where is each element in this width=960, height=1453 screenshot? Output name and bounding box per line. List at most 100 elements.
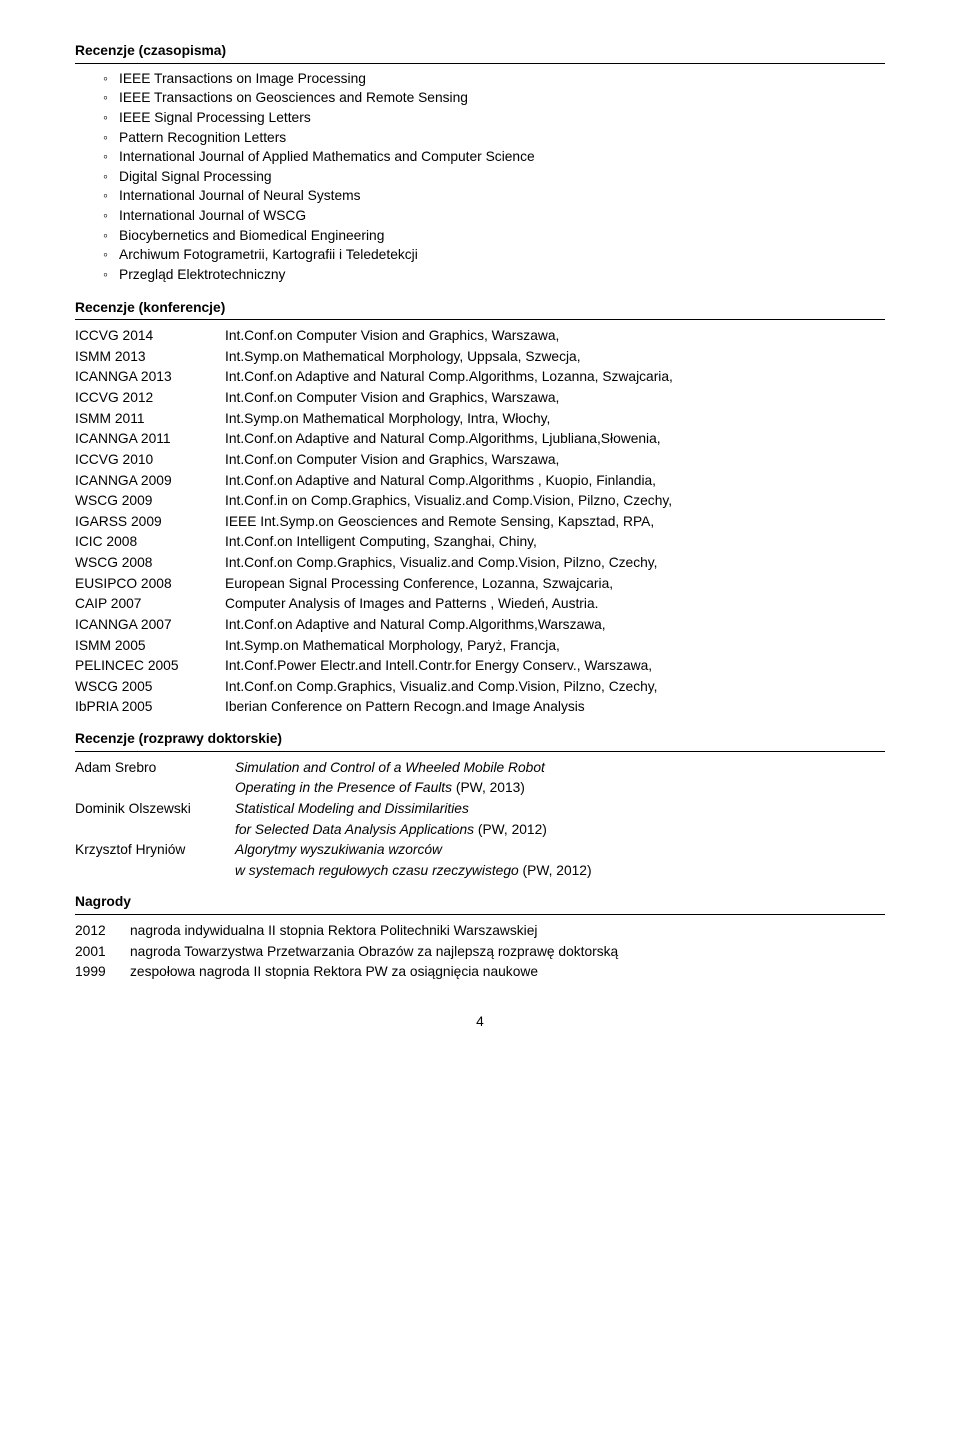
conference-label: ISMM 2005 bbox=[75, 636, 225, 657]
journal-item: IEEE Transactions on Image Processing bbox=[103, 70, 885, 89]
conference-row: WSCG 2008Int.Conf.on Comp.Graphics, Visu… bbox=[75, 553, 885, 574]
conference-label: ICANNGA 2007 bbox=[75, 615, 225, 636]
journal-item: International Journal of Applied Mathema… bbox=[103, 148, 885, 167]
conference-label: ISMM 2013 bbox=[75, 347, 225, 368]
award-text: nagroda indywidualna II stopnia Rektora … bbox=[130, 921, 885, 942]
conference-text: Iberian Conference on Pattern Recogn.and… bbox=[225, 697, 885, 718]
journal-item: International Journal of Neural Systems bbox=[103, 187, 885, 206]
conference-text: Computer Analysis of Images and Patterns… bbox=[225, 594, 885, 615]
conference-row: ICIC 2008Int.Conf.on Intelligent Computi… bbox=[75, 532, 885, 553]
conference-label: ICANNGA 2011 bbox=[75, 429, 225, 450]
conference-row: ICANNGA 2011Int.Conf.on Adaptive and Nat… bbox=[75, 429, 885, 450]
conference-label: WSCG 2009 bbox=[75, 491, 225, 512]
award-year: 2001 bbox=[75, 942, 130, 963]
conference-label: IGARSS 2009 bbox=[75, 512, 225, 533]
phd-row: Krzysztof HryniówAlgorytmy wyszukiwania … bbox=[75, 840, 885, 861]
conference-row: ICANNGA 2007Int.Conf.on Adaptive and Nat… bbox=[75, 615, 885, 636]
conference-text: Int.Symp.on Mathematical Morphology, Int… bbox=[225, 409, 885, 430]
conference-label: ICANNGA 2013 bbox=[75, 367, 225, 388]
award-row: 2012nagroda indywidualna II stopnia Rekt… bbox=[75, 921, 885, 942]
phd-label: Dominik Olszewski bbox=[75, 799, 235, 820]
conference-row: PELINCEC 2005Int.Conf.Power Electr.and I… bbox=[75, 656, 885, 677]
conference-text: Int.Conf.on Adaptive and Natural Comp.Al… bbox=[225, 367, 885, 388]
conference-text: Int.Conf.on Comp.Graphics, Visualiz.and … bbox=[225, 677, 885, 698]
award-row: 2001nagroda Towarzystwa Przetwarzania Ob… bbox=[75, 942, 885, 963]
phd-row: for Selected Data Analysis Applications … bbox=[75, 820, 885, 841]
phd-label: Adam Srebro bbox=[75, 758, 235, 779]
conference-label: ICCVG 2012 bbox=[75, 388, 225, 409]
phd-text: Algorytmy wyszukiwania wzorców bbox=[235, 840, 885, 861]
journal-item: Biocybernetics and Biomedical Engineerin… bbox=[103, 227, 885, 246]
awards-table: 2012nagroda indywidualna II stopnia Rekt… bbox=[75, 921, 885, 983]
conference-row: ISMM 2011Int.Symp.on Mathematical Morpho… bbox=[75, 409, 885, 430]
journal-item: Digital Signal Processing bbox=[103, 168, 885, 187]
phd-text: Simulation and Control of a Wheeled Mobi… bbox=[235, 758, 885, 779]
conference-text: Int.Conf.on Intelligent Computing, Szang… bbox=[225, 532, 885, 553]
conference-row: ICCVG 2010Int.Conf.on Computer Vision an… bbox=[75, 450, 885, 471]
conference-row: ICANNGA 2013Int.Conf.on Adaptive and Nat… bbox=[75, 367, 885, 388]
conference-row: WSCG 2009Int.Conf.in on Comp.Graphics, V… bbox=[75, 491, 885, 512]
conference-row: ICCVG 2012Int.Conf.on Computer Vision an… bbox=[75, 388, 885, 409]
page-container: Recenzje (czasopisma) IEEE Transactions … bbox=[0, 0, 960, 1062]
phd-text: Statistical Modeling and Dissimilarities bbox=[235, 799, 885, 820]
rule-awards bbox=[75, 914, 885, 915]
conference-text: Int.Conf.on Adaptive and Natural Comp.Al… bbox=[225, 471, 885, 492]
conference-row: IGARSS 2009IEEE Int.Symp.on Geosciences … bbox=[75, 512, 885, 533]
section-journals: Recenzje (czasopisma) IEEE Transactions … bbox=[75, 42, 885, 285]
conference-label: ISMM 2011 bbox=[75, 409, 225, 430]
journal-item: Pattern Recognition Letters bbox=[103, 129, 885, 148]
conference-text: Int.Symp.on Mathematical Morphology, Upp… bbox=[225, 347, 885, 368]
phd-row: w systemach regułowych czasu rzeczywiste… bbox=[75, 861, 885, 882]
phd-text: w systemach regułowych czasu rzeczywiste… bbox=[235, 861, 885, 882]
journal-item: Przegląd Elektrotechniczny bbox=[103, 266, 885, 285]
journal-item: IEEE Transactions on Geosciences and Rem… bbox=[103, 89, 885, 108]
conference-row: ICANNGA 2009Int.Conf.on Adaptive and Nat… bbox=[75, 471, 885, 492]
conferences-table: ICCVG 2014Int.Conf.on Computer Vision an… bbox=[75, 326, 885, 718]
award-row: 1999zespołowa nagroda II stopnia Rektora… bbox=[75, 962, 885, 983]
conference-row: IbPRIA 2005Iberian Conference on Pattern… bbox=[75, 697, 885, 718]
page-number: 4 bbox=[75, 1013, 885, 1032]
conference-text: European Signal Processing Conference, L… bbox=[225, 574, 885, 595]
conference-label: ICANNGA 2009 bbox=[75, 471, 225, 492]
conference-label: ICIC 2008 bbox=[75, 532, 225, 553]
conference-label: ICCVG 2014 bbox=[75, 326, 225, 347]
section-title-journals: Recenzje (czasopisma) bbox=[75, 42, 885, 61]
section-title-awards: Nagrody bbox=[75, 893, 885, 912]
conference-text: Int.Conf.on Computer Vision and Graphics… bbox=[225, 326, 885, 347]
conference-row: WSCG 2005Int.Conf.on Comp.Graphics, Visu… bbox=[75, 677, 885, 698]
conference-row: ISMM 2005Int.Symp.on Mathematical Morpho… bbox=[75, 636, 885, 657]
conference-label: WSCG 2005 bbox=[75, 677, 225, 698]
conference-label: IbPRIA 2005 bbox=[75, 697, 225, 718]
conference-label: CAIP 2007 bbox=[75, 594, 225, 615]
section-title-conferences: Recenzje (konferencje) bbox=[75, 299, 885, 318]
phd-table: Adam SrebroSimulation and Control of a W… bbox=[75, 758, 885, 882]
conference-label: WSCG 2008 bbox=[75, 553, 225, 574]
journal-item: Archiwum Fotogrametrii, Kartografii i Te… bbox=[103, 246, 885, 265]
award-year: 2012 bbox=[75, 921, 130, 942]
phd-label bbox=[75, 820, 235, 841]
conference-text: Int.Symp.on Mathematical Morphology, Par… bbox=[225, 636, 885, 657]
conference-text: Int.Conf.on Comp.Graphics, Visualiz.and … bbox=[225, 553, 885, 574]
phd-label: Krzysztof Hryniów bbox=[75, 840, 235, 861]
conference-row: CAIP 2007Computer Analysis of Images and… bbox=[75, 594, 885, 615]
journal-item: International Journal of WSCG bbox=[103, 207, 885, 226]
section-phd: Recenzje (rozprawy doktorskie) Adam Sreb… bbox=[75, 730, 885, 881]
conference-row: ISMM 2013Int.Symp.on Mathematical Morpho… bbox=[75, 347, 885, 368]
phd-text: Operating in the Presence of Faults (PW,… bbox=[235, 778, 885, 799]
section-awards: Nagrody 2012nagroda indywidualna II stop… bbox=[75, 893, 885, 983]
conference-label: PELINCEC 2005 bbox=[75, 656, 225, 677]
conference-label: EUSIPCO 2008 bbox=[75, 574, 225, 595]
award-text: zespołowa nagroda II stopnia Rektora PW … bbox=[130, 962, 885, 983]
conference-text: Int.Conf.on Adaptive and Natural Comp.Al… bbox=[225, 615, 885, 636]
award-text: nagroda Towarzystwa Przetwarzania Obrazó… bbox=[130, 942, 885, 963]
section-conferences: Recenzje (konferencje) ICCVG 2014Int.Con… bbox=[75, 299, 885, 719]
phd-row: Operating in the Presence of Faults (PW,… bbox=[75, 778, 885, 799]
phd-label bbox=[75, 778, 235, 799]
journals-list: IEEE Transactions on Image ProcessingIEE… bbox=[75, 70, 885, 285]
conference-text: Int.Conf.on Adaptive and Natural Comp.Al… bbox=[225, 429, 885, 450]
conference-row: EUSIPCO 2008European Signal Processing C… bbox=[75, 574, 885, 595]
journal-item: IEEE Signal Processing Letters bbox=[103, 109, 885, 128]
conference-label: ICCVG 2010 bbox=[75, 450, 225, 471]
phd-row: Adam SrebroSimulation and Control of a W… bbox=[75, 758, 885, 779]
section-title-phd: Recenzje (rozprawy doktorskie) bbox=[75, 730, 885, 749]
